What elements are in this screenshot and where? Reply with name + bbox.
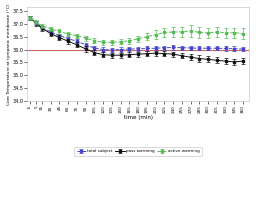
X-axis label: time (min): time (min) [124,114,153,120]
Legend: total subject, pass warming, active warming: total subject, pass warming, active warm… [74,147,202,156]
Y-axis label: Core Temperature at tympanic membrane (°C): Core Temperature at tympanic membrane (°… [7,3,11,105]
